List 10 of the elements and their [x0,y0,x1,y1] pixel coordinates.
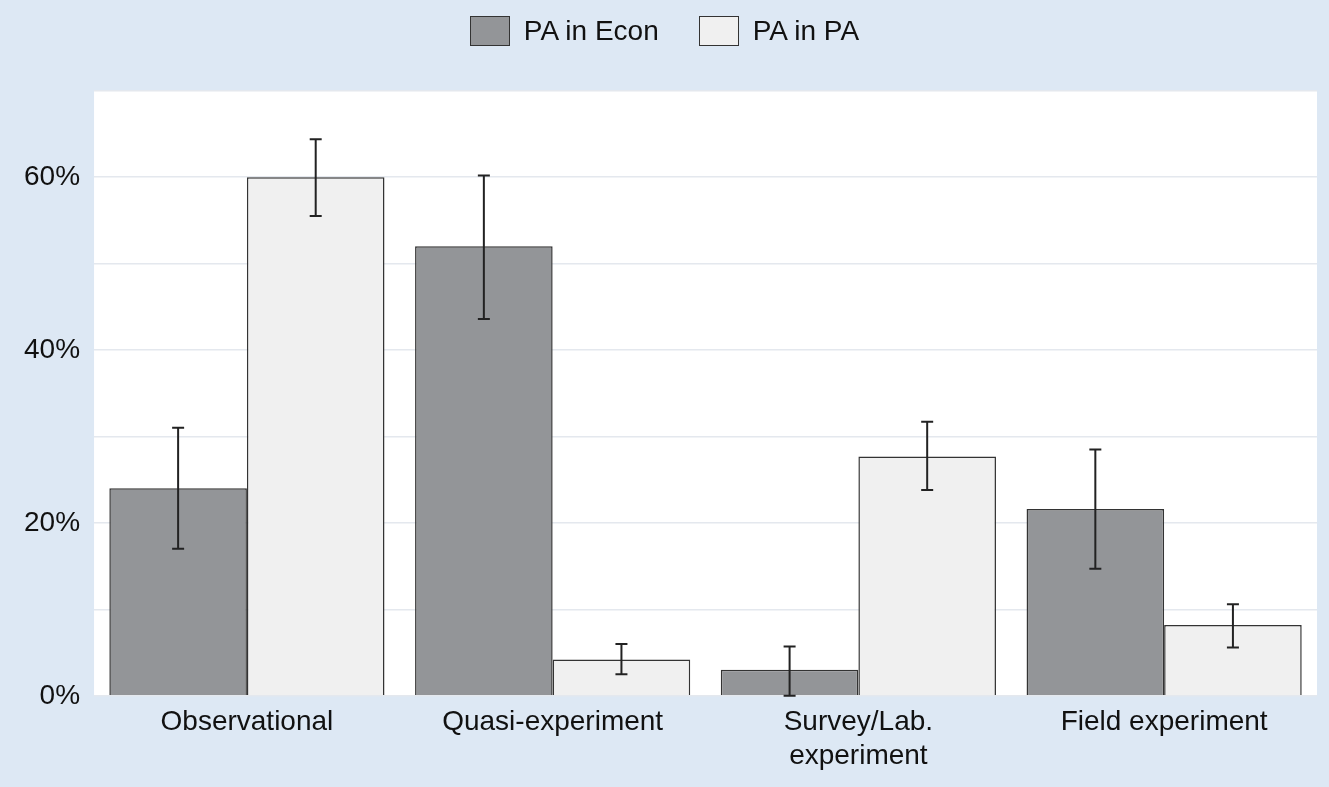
y-tick-label: 40% [23,332,81,364]
x-tick-label: Observational [160,705,334,737]
x-tick-label: Field experiment [1060,705,1268,737]
x-tick-label: Survey/Lab. experiment [783,705,934,770]
y-tick-label: 60% [23,159,81,191]
y-tick-label: 20% [23,505,81,537]
y-tick-label: 0% [39,678,81,710]
legend-label: PA in PA [752,15,860,47]
x-tick-label: Quasi-experiment [442,705,664,737]
legend-label: PA in Econ [523,15,659,47]
